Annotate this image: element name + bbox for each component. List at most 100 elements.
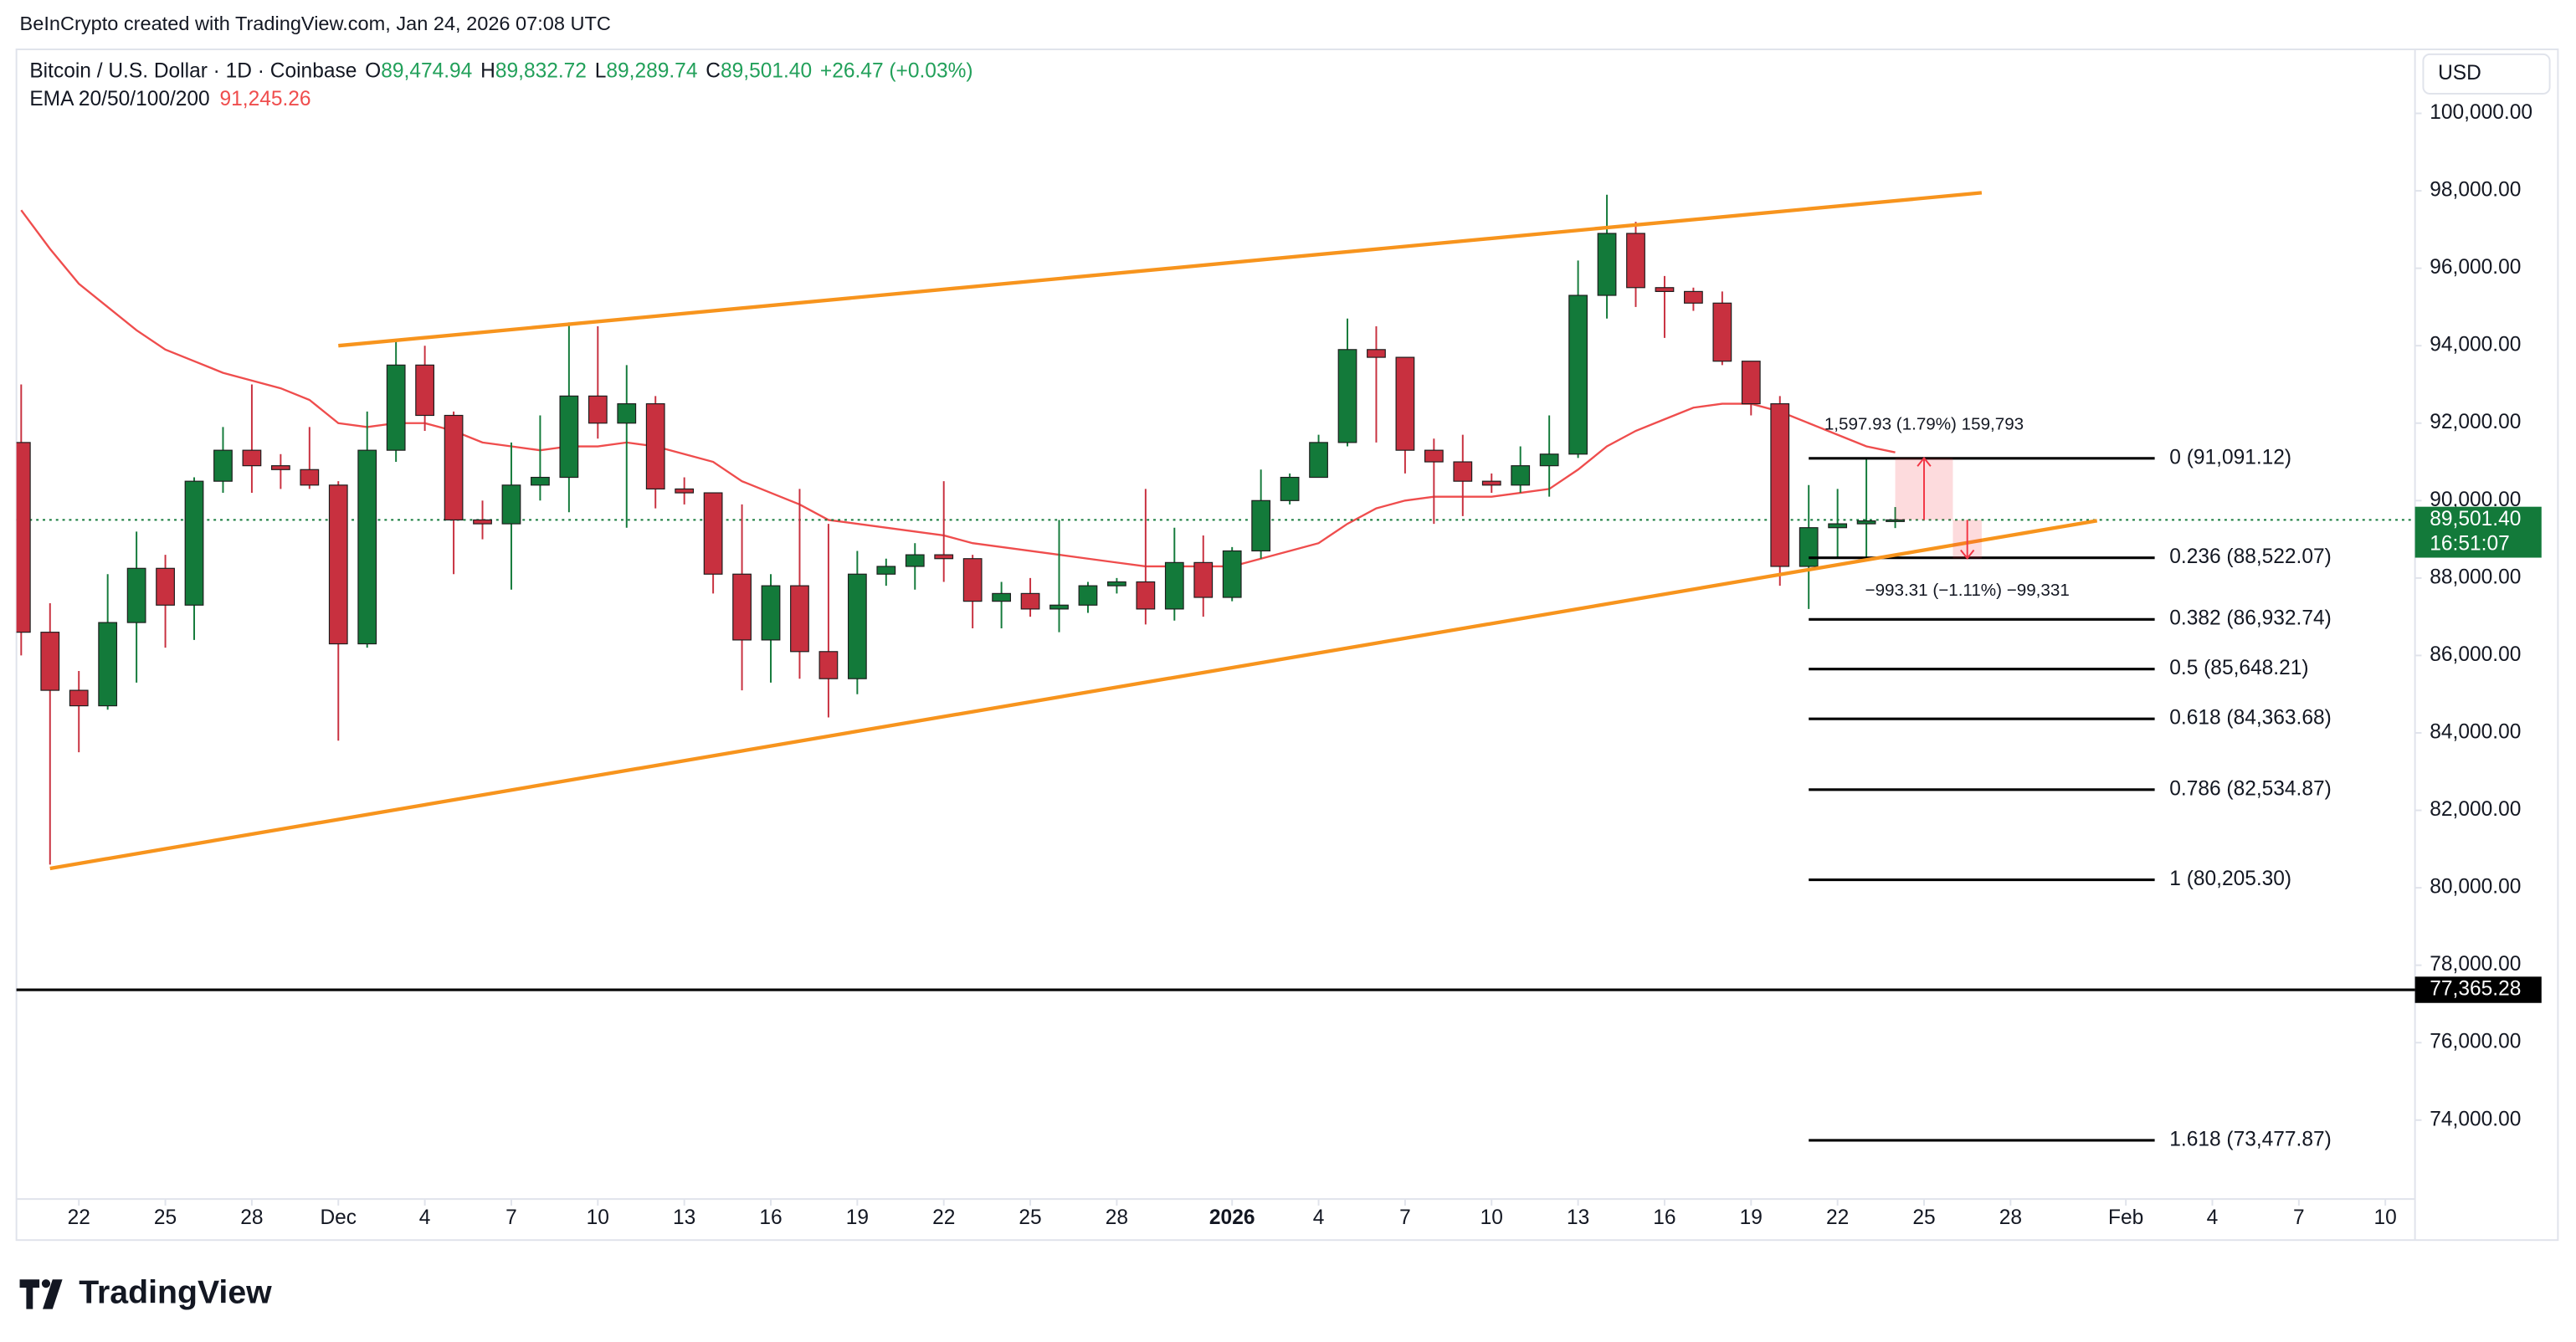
candle-body: [473, 519, 492, 525]
measure-label: 1,597.93 (1.79%) 159,793: [1824, 415, 2024, 434]
candle-body: [1395, 356, 1415, 451]
level-label: 77,365.28: [2430, 978, 2521, 1001]
attribution: BeInCrypto created with TradingView.com,…: [20, 13, 611, 34]
ohlc-key: H: [480, 60, 495, 83]
y-tick-label: 96,000.00: [2430, 256, 2521, 279]
candle-body: [242, 449, 262, 467]
last-price-box: [2414, 506, 2542, 558]
y-tick-label: 78,000.00: [2430, 953, 2521, 976]
ohlc-value: 89,474.94: [381, 60, 472, 83]
x-tick-label: 7: [1399, 1206, 1411, 1229]
x-tick-label: 19: [846, 1206, 869, 1229]
candle-body: [357, 449, 377, 645]
candle-body: [1309, 442, 1328, 479]
candle-body: [126, 567, 146, 623]
indicator-value: 91,245.26: [219, 88, 310, 110]
candle-body: [1568, 295, 1588, 455]
candle-body: [1136, 581, 1156, 610]
ohlc-key: L: [595, 60, 607, 83]
logo: TradingView: [19, 1273, 272, 1310]
candle-body: [1107, 581, 1126, 586]
candle-body: [1280, 476, 1300, 501]
candle-body: [98, 622, 118, 707]
candle-body: [1856, 520, 1876, 525]
ema-line: [20, 209, 1896, 568]
x-tick-label: 13: [673, 1206, 695, 1229]
chart-frame: [15, 49, 2559, 1242]
candle-body: [415, 364, 435, 417]
fib-label: 0 (91,091.12): [2169, 446, 2291, 469]
candle-body: [559, 395, 579, 479]
candle-body: [818, 651, 839, 679]
candle-body: [1539, 453, 1559, 467]
ohlc-value: 89,832.72: [495, 60, 587, 83]
x-tick-label: 13: [1567, 1206, 1589, 1229]
x-tick-label: 7: [505, 1206, 517, 1229]
x-tick-label: 19: [1740, 1206, 1763, 1229]
measure-label: −993.31 (−1.11%) −99,331: [1865, 581, 2070, 600]
indicator-header: EMA 20/50/100/200 91,245.26: [29, 88, 310, 110]
logo-icon: [43, 1279, 63, 1309]
candle-body: [1020, 592, 1040, 610]
candle-body: [617, 403, 637, 424]
trendline: [49, 519, 2098, 871]
fib-label: 0.236 (88,522.07): [2169, 546, 2332, 568]
logo-icon: [19, 1279, 40, 1309]
candle-body: [962, 558, 983, 602]
x-tick-label: 16: [1653, 1206, 1675, 1229]
candle-body: [40, 632, 60, 691]
candle-body: [703, 492, 723, 575]
ohlc-value: 89,501.40: [721, 60, 812, 83]
currency[interactable]: USD: [2438, 62, 2481, 85]
candle-body: [386, 364, 406, 451]
y-tick-label: 86,000.00: [2430, 643, 2521, 666]
x-tick-label: 10: [1480, 1206, 1503, 1229]
candle-body: [1712, 302, 1732, 362]
ohlc-key: C: [706, 60, 721, 83]
candle-body: [1655, 287, 1675, 292]
ohlc-key: O: [365, 60, 381, 83]
candle-body: [761, 585, 781, 641]
candle-body: [876, 566, 896, 575]
y-tick-label: 84,000.00: [2430, 720, 2521, 743]
indicator: EMA 20/50/100/200: [29, 88, 209, 110]
x-tick-label: 28: [1106, 1206, 1128, 1229]
level-box: [2414, 976, 2542, 1003]
candle-body: [847, 573, 867, 679]
candle-body: [300, 469, 320, 486]
candle-body: [213, 449, 233, 482]
countdown-label: 16:51:07: [2430, 532, 2509, 555]
y-tick-label: 76,000.00: [2430, 1031, 2521, 1053]
x-tick-label: 4: [2207, 1206, 2219, 1229]
candle-body: [732, 573, 752, 641]
candle-body: [1078, 585, 1098, 606]
x-tick-label: 28: [1999, 1206, 2022, 1229]
candle-body: [1481, 480, 1501, 486]
candle-body: [16, 442, 31, 633]
x-tick-label: Feb: [2108, 1206, 2143, 1229]
y-tick-label: 98,000.00: [2430, 179, 2521, 202]
candle-body: [645, 403, 665, 490]
ohlc-value: 89,289.74: [606, 60, 697, 83]
measure-arrowhead: [1917, 456, 1932, 467]
candle-body: [905, 554, 925, 567]
x-tick-label: 10: [587, 1206, 609, 1229]
fib-label: 0.5 (85,648.21): [2169, 657, 2308, 679]
currency-button[interactable]: [2422, 53, 2551, 95]
candle-body: [69, 689, 89, 707]
x-tick-label: 22: [932, 1206, 955, 1229]
fib-label: 1 (80,205.30): [2169, 868, 2291, 890]
symbol: Bitcoin / U.S. Dollar · 1D · Coinbase: [29, 60, 357, 83]
y-tick-label: 100,000.00: [2430, 101, 2532, 124]
candle-body: [531, 476, 550, 486]
x-tick-label: 7: [2293, 1206, 2305, 1229]
y-tick-label: 74,000.00: [2430, 1108, 2521, 1130]
candle-body: [1511, 465, 1531, 486]
y-tick-label: 94,000.00: [2430, 334, 2521, 356]
change: +26.47 (+0.03%): [820, 60, 973, 83]
candle-body: [1164, 561, 1184, 610]
x-tick-label: 25: [154, 1206, 177, 1229]
candle-body: [270, 465, 290, 470]
